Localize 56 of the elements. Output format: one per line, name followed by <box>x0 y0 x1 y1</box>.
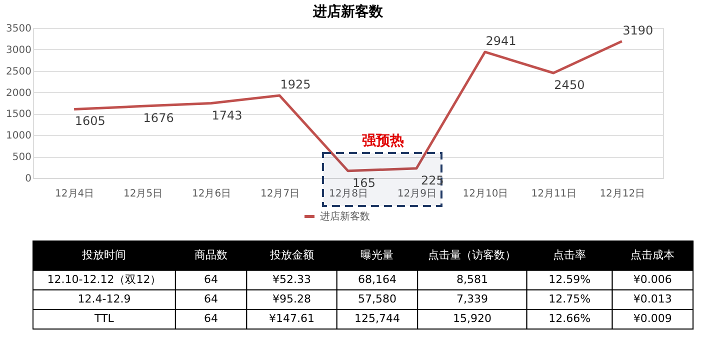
text: ¥147.61 <box>269 312 315 326</box>
data-label: 1676 <box>143 111 174 126</box>
text: 125,744 <box>354 312 400 326</box>
text: TTL <box>94 312 115 326</box>
text: 64 <box>204 312 218 326</box>
text: ¥95.28 <box>272 292 312 306</box>
x-tick-label: 12月11日 <box>531 188 577 200</box>
category-label: 曝光量 <box>360 248 394 262</box>
text: 64 <box>204 273 218 286</box>
y-tick-label: 0 <box>25 174 32 184</box>
data-label: 165 <box>352 176 376 190</box>
y-tick-label: 2000 <box>6 88 32 99</box>
y-tick-label: 500 <box>12 152 32 164</box>
x-tick-label: 12月12日 <box>600 188 646 200</box>
text: ¥0.006 <box>633 273 672 286</box>
y-tick-label: 1000 <box>6 130 32 142</box>
x-tick-label: 12月10日 <box>462 188 508 200</box>
text: 12.4-12.9 <box>78 292 131 306</box>
y-tick-label: 2500 <box>6 66 32 78</box>
x-tick-label: 12月7日 <box>260 188 300 200</box>
category-label: 点击率 <box>553 248 586 262</box>
text: 68,164 <box>358 273 396 286</box>
text: ¥0.013 <box>633 292 672 306</box>
category-label: 商品数 <box>194 248 228 262</box>
legend-label: 进店新客数 <box>320 210 370 222</box>
x-tick-label: 12月4日 <box>55 188 94 200</box>
data-label: 2450 <box>554 78 585 92</box>
text: 15,920 <box>452 312 492 326</box>
x-tick-label: 12月9日 <box>397 188 437 200</box>
category-label: 点击成本 <box>630 248 675 262</box>
x-tick-label: 12月6日 <box>192 188 232 200</box>
text: 57,580 <box>358 292 396 306</box>
text: 12.10-12.12（双12） <box>47 273 162 286</box>
x-tick-label: 12月5日 <box>124 188 163 200</box>
text: 7,339 <box>456 292 488 306</box>
text: 12.66% <box>548 312 591 326</box>
data-label: 2941 <box>486 34 516 48</box>
text: 12.75% <box>548 292 591 306</box>
band-label: 强预热 <box>362 133 404 149</box>
text: 12.59% <box>548 273 591 286</box>
text: 8,581 <box>456 273 488 286</box>
category-label: 点击量（访客数） <box>428 248 516 262</box>
y-tick-label: 1500 <box>6 109 32 120</box>
text: 64 <box>204 292 218 306</box>
chart-title: 进店新客数 <box>312 3 384 20</box>
data-label: 1925 <box>280 78 311 92</box>
category-label: 投放金额 <box>268 248 314 262</box>
text: ¥52.33 <box>272 273 312 286</box>
data-label: 1605 <box>74 114 106 128</box>
y-tick-label: 3500 <box>6 24 32 34</box>
y-tick-label: 3000 <box>6 44 32 56</box>
x-tick-label: 12月8日 <box>328 188 368 200</box>
data-label: 3190 <box>622 23 654 38</box>
category-label: 投放时间 <box>81 248 126 262</box>
text: ¥0.009 <box>633 312 672 326</box>
data-label: 1743 <box>212 108 242 122</box>
